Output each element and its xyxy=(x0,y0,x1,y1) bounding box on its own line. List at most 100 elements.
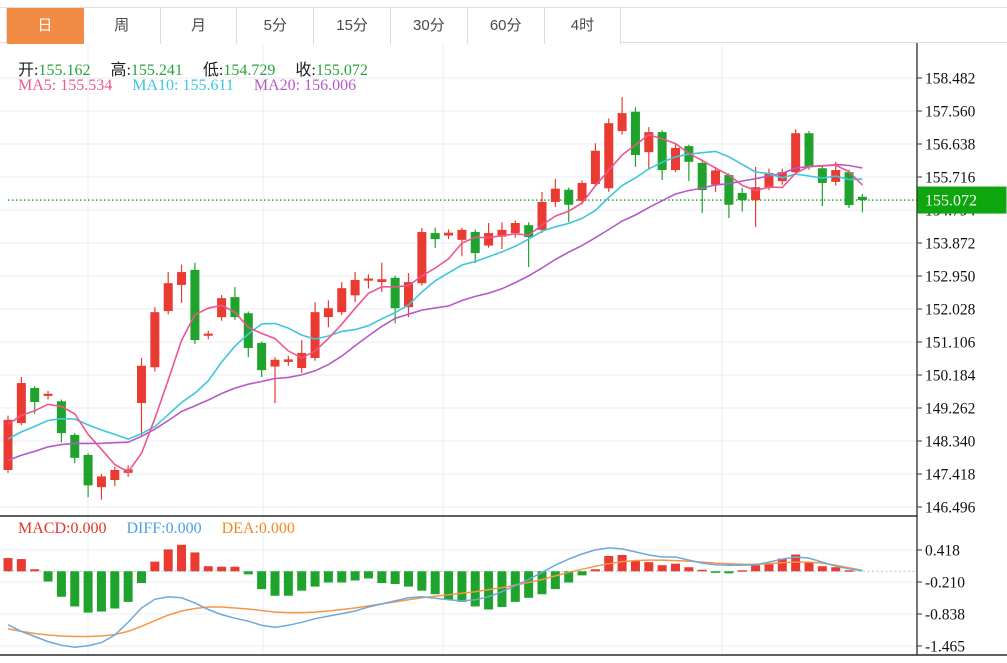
close-value: 155.072 xyxy=(315,62,368,79)
tab-week[interactable]: 周 xyxy=(83,8,161,44)
tab-4hour[interactable]: 4时 xyxy=(544,8,622,44)
candle-body xyxy=(177,272,187,285)
candle-body xyxy=(150,312,160,368)
ohlc-info-bar: 开:155.162 高:155.241 低:154.729 收:155.072 xyxy=(18,56,368,80)
price-axis-label: 152.028 xyxy=(925,302,976,319)
macd-histogram-bar xyxy=(3,558,13,572)
candle-body xyxy=(711,170,721,185)
macd-histogram-bar xyxy=(564,571,574,583)
candle-body xyxy=(817,168,827,183)
macd-histogram-bar xyxy=(83,571,93,613)
macd-histogram-bar xyxy=(30,569,40,572)
candle-body xyxy=(737,192,747,201)
candle-body xyxy=(697,162,707,191)
tab-15min[interactable]: 15分 xyxy=(314,8,391,44)
macd-histogram-bar xyxy=(804,562,814,572)
macd-histogram-bar xyxy=(470,571,480,607)
price-axis-label: 152.950 xyxy=(925,269,976,286)
tab-60min[interactable]: 60分 xyxy=(467,8,545,44)
candle-body xyxy=(16,383,26,424)
price-axis-label: 157.560 xyxy=(925,104,976,121)
macd-label: MACD: xyxy=(18,520,71,537)
macd-histogram-bar xyxy=(404,571,413,587)
candle-body xyxy=(550,188,560,202)
macd-histogram-bar xyxy=(337,571,347,583)
macd-histogram-bar xyxy=(524,571,534,598)
current-price-tag-value: 155.072 xyxy=(925,193,977,210)
macd-histogram-bar xyxy=(163,549,173,572)
candle-body xyxy=(70,434,80,458)
macd-axis-label: -1.465 xyxy=(925,638,965,655)
high-value: 155.241 xyxy=(130,62,183,79)
ma10-line xyxy=(7,150,863,440)
tab-30min[interactable]: 30分 xyxy=(390,8,468,44)
candle-body xyxy=(430,233,440,240)
candle-body xyxy=(630,111,640,156)
tab-5min[interactable]: 5分 xyxy=(237,8,315,44)
candle-body xyxy=(3,419,13,470)
diff-line xyxy=(7,547,863,648)
macd-histogram-bar xyxy=(457,571,467,602)
candle-body xyxy=(257,342,267,371)
current-price-tag xyxy=(917,186,1007,214)
candle-body xyxy=(297,352,307,368)
candle-body xyxy=(510,223,520,234)
macd-histogram-bar xyxy=(243,571,253,575)
macd-histogram-bar xyxy=(751,565,761,572)
candle-body xyxy=(657,132,667,171)
candle-body xyxy=(751,187,761,201)
candle-body xyxy=(524,225,534,237)
macd-histogram-bar xyxy=(537,571,547,595)
candle-body xyxy=(110,469,120,481)
price-axis-label: 153.872 xyxy=(925,236,975,253)
close-label: 收: xyxy=(295,62,316,79)
price-axis-label: 156.638 xyxy=(925,137,976,154)
macd-histogram-bar xyxy=(270,571,280,596)
candle-body xyxy=(404,282,413,308)
candle-body xyxy=(283,359,293,362)
macd-histogram-bar xyxy=(323,571,333,583)
macd-axis-label: -0.210 xyxy=(925,575,965,592)
macd-histogram-bar xyxy=(764,564,774,572)
ma20-line xyxy=(7,163,863,462)
candle-body xyxy=(243,313,253,348)
tab-month[interactable]: 月 xyxy=(160,8,238,44)
tab-day[interactable]: 日 xyxy=(7,8,84,44)
candle-body xyxy=(764,172,774,188)
ma5-value: 155.534 xyxy=(60,77,113,94)
ma20-value: 156.006 xyxy=(304,77,357,94)
ma20-label: MA20: xyxy=(253,77,301,94)
macd-histogram-bar xyxy=(230,566,240,572)
macd-histogram-bar xyxy=(70,571,80,607)
macd-histogram-bar xyxy=(737,570,747,572)
macd-histogram-bar xyxy=(297,571,307,591)
price-axis-label: 150.184 xyxy=(925,368,976,385)
candle-body xyxy=(323,308,333,318)
candle-body xyxy=(163,283,173,312)
macd-histogram-bar xyxy=(550,571,560,590)
ma5-label: MA5: xyxy=(18,77,57,94)
dea-label: DEA: xyxy=(221,520,259,537)
diff-label: DIFF: xyxy=(126,520,166,537)
macd-histogram-bar xyxy=(203,566,213,572)
dea-value: 0.000 xyxy=(258,520,295,537)
macd-histogram-bar xyxy=(123,571,133,602)
candle-body xyxy=(671,147,680,171)
macd-histogram-bar xyxy=(430,571,440,595)
candle-body xyxy=(537,201,547,230)
candle-body xyxy=(417,231,427,284)
macd-histogram-bar xyxy=(444,571,454,600)
price-axis-label: 147.418 xyxy=(925,467,976,484)
macd-histogram-bar xyxy=(390,571,400,585)
candle-body xyxy=(230,297,240,318)
macd-info-bar: MACD:0.000 DIFF:0.000 DEA:0.000 xyxy=(18,520,295,538)
macd-histogram-bar xyxy=(817,566,827,572)
macd-histogram-bar xyxy=(791,554,801,572)
high-label: 高: xyxy=(110,62,131,79)
low-value: 154.729 xyxy=(223,62,276,79)
ma10-value: 155.611 xyxy=(182,77,234,94)
macd-histogram-bar xyxy=(831,567,841,572)
candle-body xyxy=(377,279,387,283)
macd-axis-label: 0.418 xyxy=(925,543,960,560)
